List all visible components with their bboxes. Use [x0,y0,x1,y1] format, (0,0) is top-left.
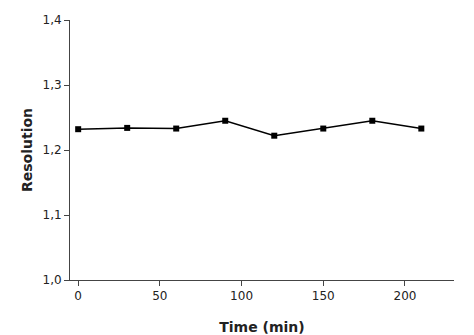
svg-text:100: 100 [230,289,253,303]
svg-text:Resolution: Resolution [19,108,35,192]
svg-text:200: 200 [394,289,417,303]
svg-text:150: 150 [312,289,335,303]
svg-text:1,1: 1,1 [43,208,62,222]
svg-text:50: 50 [152,289,167,303]
svg-text:1,2: 1,2 [43,143,62,157]
svg-text:0: 0 [74,289,82,303]
svg-text:1,3: 1,3 [43,78,62,92]
svg-text:1,0: 1,0 [43,273,62,287]
svg-text:Time (min): Time (min) [219,319,304,335]
svg-text:1,4: 1,4 [43,13,62,27]
